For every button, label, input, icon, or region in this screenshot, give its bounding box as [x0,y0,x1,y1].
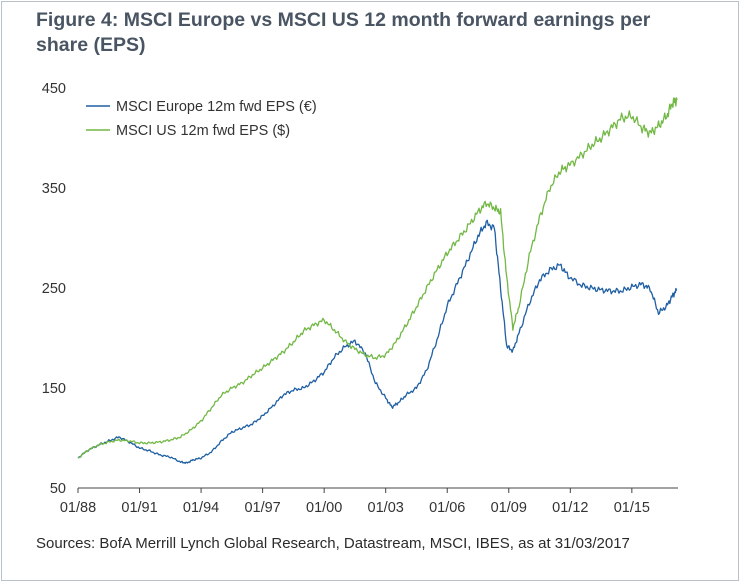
x-tick-label: 01/00 [306,500,342,516]
legend-label: MSCI Europe 12m fwd EPS (€) [116,99,317,115]
y-tick-label: 450 [42,81,66,97]
legend-label: MSCI US 12m fwd EPS ($) [116,123,290,139]
y-tick-label: 150 [42,381,66,397]
x-tick-label: 01/06 [429,500,465,516]
x-tick-label: 01/88 [60,500,96,516]
series-line-us [77,97,678,459]
x-tick-label: 01/97 [244,500,280,516]
series-lines [77,97,678,465]
y-axis-ticks: 450 350 250 150 50 [42,81,66,497]
source-note: Sources: BofA Merrill Lynch Global Resea… [36,535,630,552]
x-tick-label: 01/94 [183,500,219,516]
x-tick-label: 01/03 [368,500,404,516]
x-tick-label: 01/91 [121,500,157,516]
y-tick-label: 50 [50,481,66,497]
y-tick-label: 350 [42,181,66,197]
legend: MSCI Europe 12m fwd EPS (€) MSCI US 12m f… [86,99,317,139]
x-tick-label: 01/12 [552,500,588,516]
chart-title: Figure 4: MSCI Europe vs MSCI US 12 mont… [36,9,651,56]
x-axis-ticks: 01/88 01/91 01/94 01/97 01/00 01/03 01/06 01/09… [60,488,650,516]
series-line-europe [77,219,678,465]
x-tick-label: 01/09 [491,500,527,516]
x-tick-label: 01/15 [614,500,650,516]
y-tick-label: 250 [42,281,66,297]
